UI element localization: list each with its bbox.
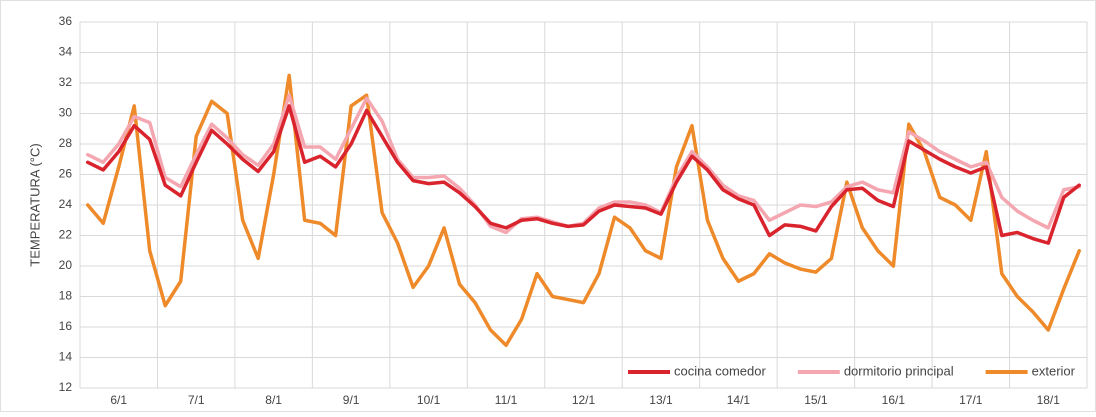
x-tick-label: 11/1 <box>495 393 518 407</box>
x-tick-label: 9/1 <box>343 393 360 407</box>
x-tick-label: 13/1 <box>649 393 673 407</box>
y-tick-label: 16 <box>59 319 73 333</box>
x-tick-label: 14/1 <box>727 393 751 407</box>
x-tick-label: 6/1 <box>110 393 127 407</box>
y-tick-label: 12 <box>59 380 73 394</box>
x-tick-label: 10/1 <box>417 393 441 407</box>
y-tick-label: 18 <box>59 289 73 303</box>
y-tick-label: 34 <box>59 45 73 59</box>
legend: cocina comedor dormitorio principal exteri… <box>628 363 1076 378</box>
y-tick-label: 30 <box>59 106 73 120</box>
y-tick-label: 24 <box>59 197 73 211</box>
legend-label: cocina comedor <box>674 363 766 378</box>
x-tick-label: 16/1 <box>882 393 906 407</box>
y-tick-label: 26 <box>59 167 73 181</box>
x-tick-label: 7/1 <box>188 393 205 407</box>
y-tick-label: 32 <box>59 75 73 89</box>
y-axis-title: TEMPERATURA (°C) <box>27 143 42 266</box>
y-tick-label: 20 <box>59 258 73 272</box>
x-tick-label: 8/1 <box>265 393 282 407</box>
y-tick-label: 22 <box>59 228 73 242</box>
x-tick-label: 15/1 <box>804 393 828 407</box>
legend-label: dormitorio principal <box>844 363 954 378</box>
x-tick-label: 18/1 <box>1037 393 1061 407</box>
y-tick-label: 36 <box>59 14 73 28</box>
x-tick-label: 17/1 <box>959 393 983 407</box>
legend-label: exterior <box>1032 363 1076 378</box>
y-tick-label: 28 <box>59 136 73 150</box>
series-line <box>86 104 1081 245</box>
x-tick-label: 12/1 <box>572 393 596 407</box>
y-tick-label: 14 <box>59 350 73 364</box>
